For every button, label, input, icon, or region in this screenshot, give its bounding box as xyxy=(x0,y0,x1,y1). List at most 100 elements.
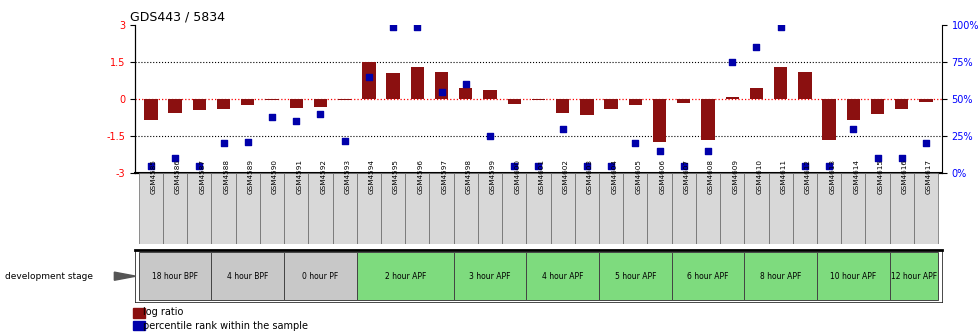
Bar xyxy=(362,62,376,99)
Bar xyxy=(743,173,768,244)
Bar xyxy=(211,173,236,244)
Point xyxy=(602,163,618,168)
Bar xyxy=(313,99,327,107)
Text: GSM4586: GSM4586 xyxy=(175,159,181,194)
Point xyxy=(555,126,570,131)
Text: GSM4591: GSM4591 xyxy=(296,159,302,194)
Text: GSM4614: GSM4614 xyxy=(853,159,859,194)
Bar xyxy=(774,67,786,99)
Point xyxy=(289,119,304,124)
FancyBboxPatch shape xyxy=(526,252,599,300)
Text: 4 hour BPF: 4 hour BPF xyxy=(227,272,268,281)
FancyBboxPatch shape xyxy=(211,252,284,300)
Text: 0 hour PF: 0 hour PF xyxy=(302,272,338,281)
Bar xyxy=(677,99,689,103)
Bar xyxy=(700,99,714,140)
Point xyxy=(748,45,764,50)
Text: 18 hour BPF: 18 hour BPF xyxy=(152,272,198,281)
Text: GSM4615: GSM4615 xyxy=(876,159,883,194)
Point xyxy=(192,163,207,168)
Text: GSM4612: GSM4612 xyxy=(804,159,810,194)
Bar xyxy=(817,173,840,244)
Bar xyxy=(434,72,448,99)
Text: GSM4610: GSM4610 xyxy=(756,159,762,194)
Bar xyxy=(259,173,284,244)
Point xyxy=(433,89,449,94)
Bar xyxy=(792,173,817,244)
Bar xyxy=(187,173,211,244)
Text: 2 hour APF: 2 hour APF xyxy=(384,272,425,281)
Text: GSM4613: GSM4613 xyxy=(828,159,834,194)
Bar xyxy=(768,173,792,244)
Bar xyxy=(380,173,405,244)
FancyBboxPatch shape xyxy=(356,252,453,300)
Bar xyxy=(459,88,472,99)
Bar xyxy=(652,99,666,142)
Bar xyxy=(531,99,545,100)
Bar xyxy=(168,99,182,113)
Text: GSM4609: GSM4609 xyxy=(732,159,737,194)
Bar xyxy=(550,173,574,244)
Bar xyxy=(725,97,738,99)
Bar xyxy=(865,173,889,244)
Point xyxy=(240,139,255,145)
FancyBboxPatch shape xyxy=(743,252,817,300)
Text: GSM4601: GSM4601 xyxy=(538,159,544,194)
Point xyxy=(143,163,158,168)
Bar xyxy=(386,73,399,99)
Bar xyxy=(193,99,205,110)
Bar xyxy=(133,308,145,318)
Bar xyxy=(913,173,937,244)
Bar xyxy=(144,99,157,120)
Bar xyxy=(337,99,351,100)
Bar xyxy=(603,99,617,109)
Bar xyxy=(646,173,671,244)
Text: GSM4592: GSM4592 xyxy=(320,159,326,194)
Text: GSM4598: GSM4598 xyxy=(466,159,471,194)
Text: GSM4587: GSM4587 xyxy=(200,159,205,194)
Bar xyxy=(241,99,254,105)
Bar xyxy=(918,99,932,101)
FancyBboxPatch shape xyxy=(671,252,743,300)
Point xyxy=(385,24,401,29)
FancyBboxPatch shape xyxy=(453,252,526,300)
Bar xyxy=(410,67,423,99)
Bar xyxy=(846,99,859,120)
Text: 5 hour APF: 5 hour APF xyxy=(614,272,655,281)
Text: 10 hour APF: 10 hour APF xyxy=(829,272,875,281)
Text: GSM4606: GSM4606 xyxy=(659,159,665,194)
Text: 8 hour APF: 8 hour APF xyxy=(759,272,801,281)
Point xyxy=(917,141,933,146)
Text: GSM4597: GSM4597 xyxy=(441,159,447,194)
Point xyxy=(772,24,787,29)
Bar xyxy=(308,173,333,244)
Bar xyxy=(507,99,520,104)
Polygon shape xyxy=(114,272,136,280)
Text: GSM4588: GSM4588 xyxy=(223,159,229,194)
Bar xyxy=(133,321,145,330)
Text: GSM4594: GSM4594 xyxy=(369,159,375,194)
Point xyxy=(651,148,667,154)
Text: GSM4611: GSM4611 xyxy=(779,159,786,194)
Bar xyxy=(695,173,720,244)
Bar xyxy=(405,173,429,244)
Text: GSM4603: GSM4603 xyxy=(586,159,593,194)
Bar xyxy=(720,173,743,244)
Point xyxy=(215,141,231,146)
Text: GSM4616: GSM4616 xyxy=(901,159,907,194)
Bar xyxy=(671,173,695,244)
Text: GSM4599: GSM4599 xyxy=(490,159,496,194)
Point xyxy=(578,163,594,168)
Point xyxy=(409,24,424,29)
Bar xyxy=(265,99,279,100)
Bar xyxy=(599,173,623,244)
Point xyxy=(627,141,643,146)
Text: 12 hour APF: 12 hour APF xyxy=(890,272,936,281)
Point xyxy=(530,163,546,168)
Bar xyxy=(556,99,569,113)
Bar xyxy=(429,173,453,244)
Point xyxy=(361,74,377,80)
Bar xyxy=(139,173,162,244)
Point xyxy=(336,138,352,143)
Bar xyxy=(870,99,883,114)
